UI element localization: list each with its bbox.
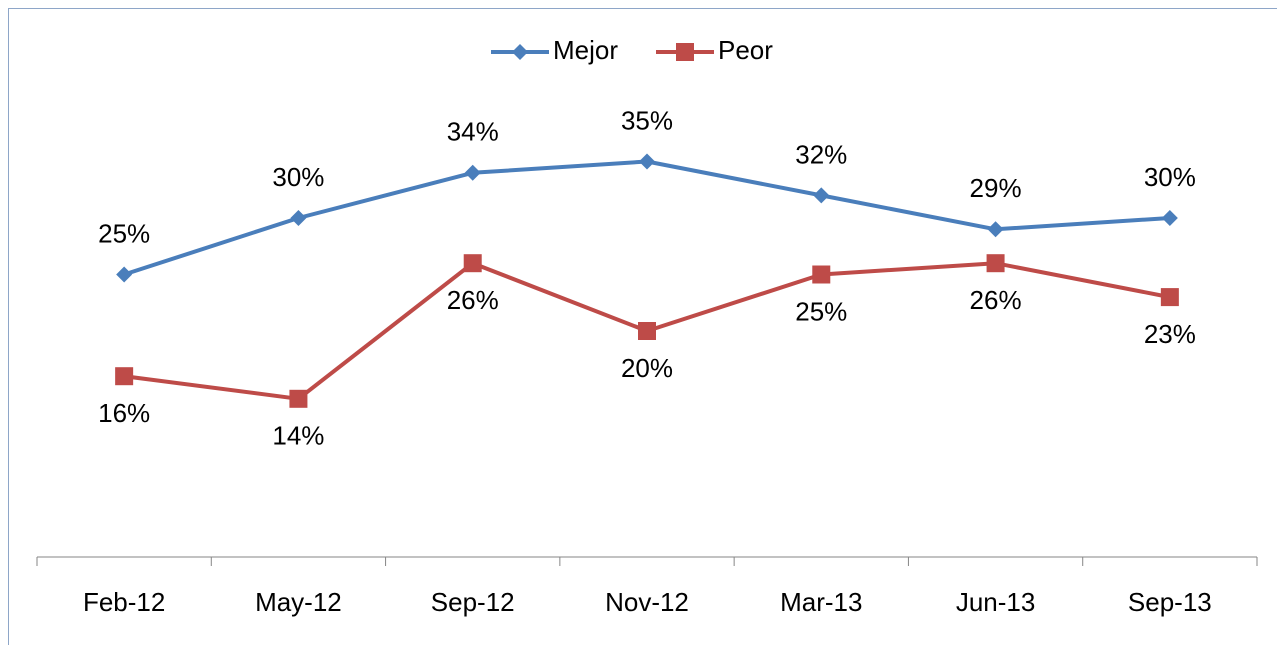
data-label: 32% [795, 139, 847, 169]
marker [987, 221, 1004, 238]
data-label: 26% [970, 285, 1022, 315]
marker [1160, 288, 1179, 307]
data-label: 35% [621, 105, 673, 135]
data-label: 16% [98, 398, 150, 428]
marker [986, 254, 1005, 273]
legend: Mejor Peor [491, 35, 773, 65]
x-tick-label: Feb-12 [83, 587, 165, 617]
marker [512, 44, 528, 60]
data-label: 25% [98, 218, 150, 248]
marker [638, 322, 656, 340]
data-label: 14% [272, 421, 324, 451]
x-tick-label: Sep-12 [431, 587, 515, 617]
legend-label: Peor [718, 35, 773, 65]
legend-label: Mejor [553, 35, 618, 65]
marker [639, 153, 655, 170]
x-tick-label: Sep-13 [1128, 587, 1212, 617]
marker [676, 43, 694, 61]
marker [115, 367, 134, 386]
marker [464, 164, 481, 181]
marker [463, 254, 482, 273]
x-tick-label: May-12 [255, 587, 342, 617]
data-label: 34% [447, 117, 499, 147]
x-tick-label: Nov-12 [605, 587, 689, 617]
marker [289, 389, 308, 408]
data-label: 30% [272, 162, 324, 192]
marker [290, 210, 307, 226]
data-label: 23% [1144, 319, 1196, 349]
data-label: 26% [447, 285, 499, 315]
marker [1161, 210, 1178, 226]
data-label: 20% [621, 353, 673, 383]
data-label: 29% [970, 173, 1022, 203]
marker [116, 266, 133, 283]
data-label: 30% [1144, 162, 1196, 192]
x-tick-label: Mar-13 [780, 587, 862, 617]
data-label: 25% [795, 296, 847, 326]
x-tick-label: Jun-13 [956, 587, 1036, 617]
marker [812, 265, 831, 284]
marker [813, 187, 830, 204]
